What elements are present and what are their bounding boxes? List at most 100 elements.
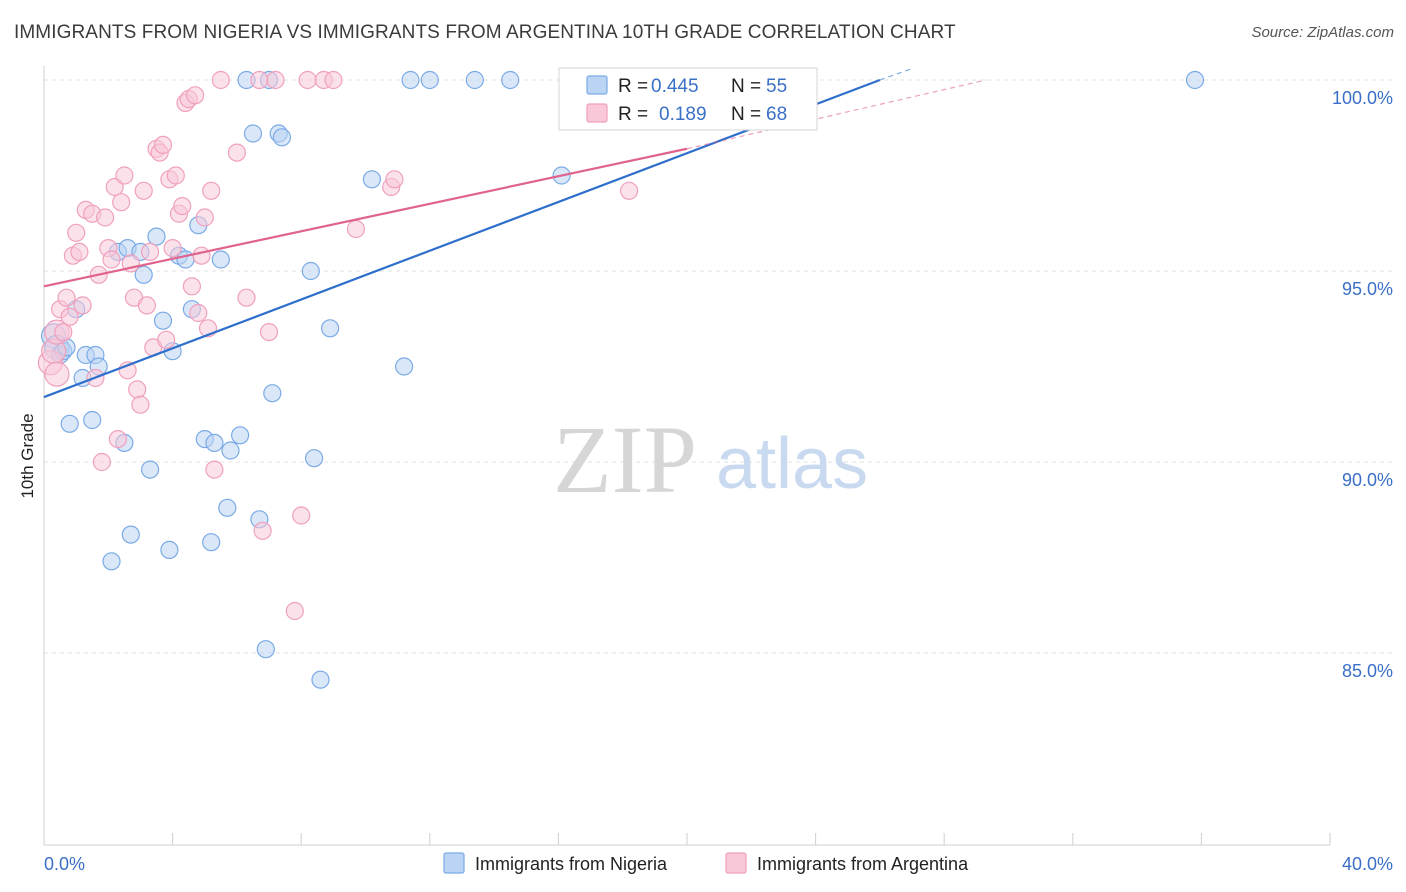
trend-lines (43, 67, 987, 399)
data-point (285, 601, 304, 621)
data-point (324, 70, 343, 90)
data-point (501, 70, 520, 90)
data-point (263, 384, 282, 403)
data-point (141, 242, 160, 261)
data-point (195, 208, 214, 227)
data-point (115, 166, 134, 185)
data-point (202, 533, 221, 552)
data-point (385, 170, 404, 189)
legend-n-label-argentina: N = (731, 104, 761, 125)
data-point (211, 250, 230, 269)
data-point (256, 640, 275, 659)
data-point (92, 452, 112, 472)
data-point (108, 430, 128, 449)
data-point (121, 525, 140, 544)
data-point (182, 277, 201, 296)
y-tick-label: 95.0% (1342, 279, 1393, 299)
trend-line-argentina (43, 147, 688, 288)
watermark: ZIP atlas (553, 406, 868, 513)
data-point (266, 70, 285, 90)
data-point (221, 441, 240, 460)
data-point (157, 330, 176, 349)
data-point (298, 70, 317, 90)
legend-r-value-nigeria: 0.445 (651, 76, 699, 97)
data-point (218, 498, 237, 517)
data-point (189, 303, 208, 323)
data-point (134, 265, 153, 284)
data-point (173, 197, 192, 216)
data-point (186, 86, 205, 105)
data-point (301, 261, 320, 281)
data-point (102, 250, 121, 269)
y-tick-label: 85.0% (1342, 661, 1393, 681)
data-point (231, 426, 250, 445)
legend-n-label-nigeria: N = (731, 76, 761, 97)
legend-swatch-nigeria (586, 75, 608, 95)
data-point (205, 460, 224, 479)
x-tick-label-right: 40.0% (1342, 854, 1393, 874)
legend-n-value-argentina: 68 (766, 104, 787, 125)
data-points (37, 70, 1205, 689)
data-point (401, 70, 420, 90)
data-point (102, 552, 121, 571)
legend: R = 0.445 N = 55 R = 0.189 N = 68 (558, 67, 818, 131)
watermark-zip: ZIP (553, 406, 697, 513)
legend-swatch-argentina (586, 103, 608, 123)
gridlines (44, 79, 1393, 654)
data-point (134, 181, 153, 200)
data-point (305, 449, 324, 468)
data-point (54, 323, 73, 342)
x-ticks (43, 833, 1331, 845)
watermark-atlas: atlas (716, 424, 868, 504)
data-point (131, 395, 150, 414)
data-point (311, 670, 330, 689)
data-point (202, 181, 221, 200)
trend-line-nigeria (43, 78, 881, 399)
bottom-legend-swatch-nigeria (443, 852, 465, 874)
data-point (237, 288, 256, 307)
data-point (166, 166, 185, 185)
data-point (44, 361, 70, 387)
chart-title: IMMIGRANTS FROM NIGERIA VS IMMIGRANTS FR… (14, 22, 956, 43)
y-tick-label: 100.0% (1332, 88, 1393, 108)
legend-r-value-argentina: 0.189 (659, 104, 707, 125)
bottom-legend-label-argentina: Immigrants from Argentina (757, 854, 969, 874)
data-point (465, 70, 484, 90)
data-point (112, 193, 131, 212)
data-point (147, 227, 166, 246)
data-point (153, 135, 173, 154)
bottom-legend-label-nigeria: Immigrants from Nigeria (475, 854, 668, 874)
x-tick-label-left: 0.0% (44, 854, 85, 874)
data-point (160, 540, 179, 560)
data-point (60, 414, 79, 433)
data-point (619, 181, 639, 200)
legend-r-label-nigeria: R = (618, 76, 648, 97)
bottom-legend: Immigrants from Nigeria Immigrants from … (443, 852, 969, 874)
data-point (292, 506, 311, 525)
data-point (83, 410, 102, 430)
y-axis-title: 10th Grade (18, 413, 37, 498)
data-point (95, 208, 115, 227)
trend-line-extension-nigeria (879, 67, 913, 81)
data-point (272, 128, 291, 147)
data-point (243, 124, 263, 143)
series-nigeria-points (40, 70, 1205, 689)
data-point (70, 242, 89, 261)
data-point (420, 70, 439, 90)
trend-line-extension-argentina (686, 79, 987, 150)
data-point (321, 319, 340, 338)
bottom-legend-swatch-argentina (725, 852, 747, 874)
data-point (259, 323, 279, 342)
data-point (57, 288, 76, 307)
data-point (163, 239, 182, 258)
data-point (253, 521, 272, 540)
legend-r-label-argentina: R = (618, 104, 648, 125)
data-point (192, 246, 211, 265)
y-tick-labels: 100.0% 95.0% 90.0% 85.0% (1332, 88, 1393, 681)
y-tick-label: 90.0% (1342, 470, 1393, 490)
data-point (346, 219, 365, 239)
data-point (128, 380, 147, 399)
data-point (250, 70, 269, 90)
data-point (395, 357, 414, 376)
